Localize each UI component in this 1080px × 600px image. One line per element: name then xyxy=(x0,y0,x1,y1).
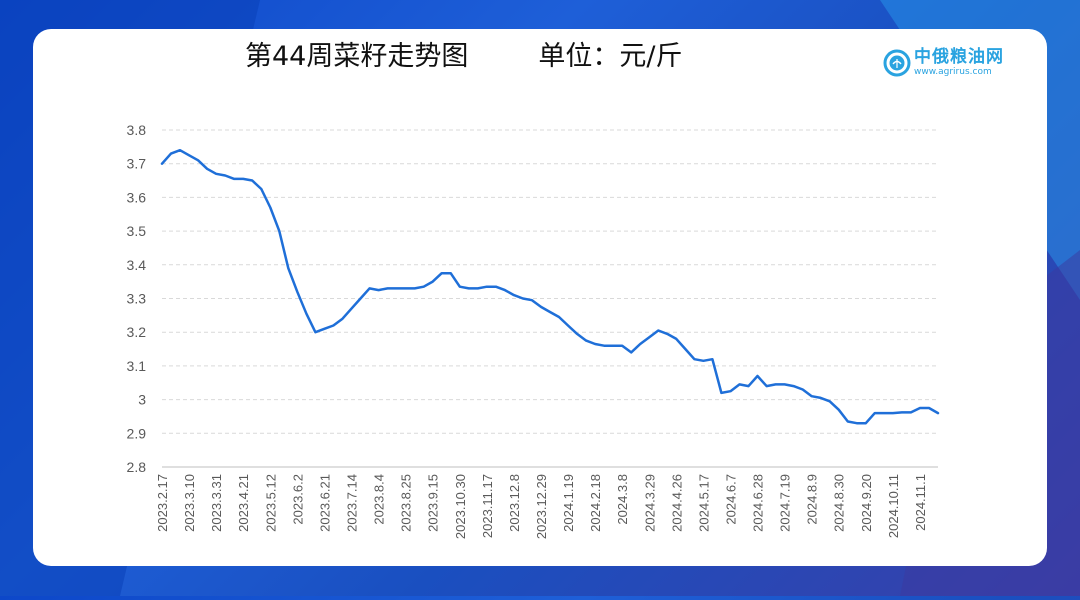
y-tick-label: 3.2 xyxy=(127,324,147,340)
x-tick-label: 2024.7.19 xyxy=(778,474,793,532)
grid-lines xyxy=(162,129,938,434)
x-tick-label: 2023.2.17 xyxy=(155,474,170,532)
x-tick-label: 2023.10.30 xyxy=(453,474,468,539)
x-tick-label: 2023.11.17 xyxy=(480,474,495,538)
x-tick-label: 2023.5.12 xyxy=(263,474,278,532)
logo-name: 中俄粮油网 xyxy=(914,47,1004,67)
y-tick-label: 3.8 xyxy=(127,122,147,138)
x-tick-label: 2023.6.21 xyxy=(317,474,332,532)
chart-unit-text: 单位：元/斤 xyxy=(538,40,683,72)
logo-text: 中俄粮油网 www.agrirus.com xyxy=(914,49,1004,77)
x-tick-label: 2024.8.9 xyxy=(805,474,820,525)
x-tick-label: 2023.3.10 xyxy=(182,474,197,532)
x-tick-label: 2023.4.21 xyxy=(236,474,251,532)
x-tick-label: 2023.12.8 xyxy=(507,474,522,532)
price-series-line xyxy=(160,148,940,425)
logo-url: www.agrirus.com xyxy=(914,67,992,77)
y-axis: 2.8 2.9 3 3.1 3.2 3.3 3.4 3.5 3.6 3.7 3.8 xyxy=(127,122,147,475)
site-logo: 中俄粮油网 www.agrirus.com xyxy=(883,46,1004,80)
y-tick-label: 2.8 xyxy=(127,459,147,475)
x-tick-label: 2024.11.1 xyxy=(913,474,928,531)
x-tick-label: 2023.7.14 xyxy=(344,474,359,532)
x-axis: 2023.2.17 2023.3.10 2023.3.31 2023.4.21 2023… xyxy=(155,466,938,539)
y-tick-label: 3.1 xyxy=(127,358,147,374)
x-tick-label: 2024.4.26 xyxy=(669,474,684,532)
x-tick-label: 2023.6.2 xyxy=(290,474,305,525)
y-tick-label: 3.3 xyxy=(127,291,147,307)
y-tick-label: 3.4 xyxy=(127,257,147,273)
x-tick-label: 2024.2.18 xyxy=(588,474,603,532)
x-tick-label: 2024.1.19 xyxy=(561,474,576,532)
x-tick-label: 2024.3.29 xyxy=(642,474,657,532)
y-tick-label: 3.7 xyxy=(127,156,147,172)
x-tick-label: 2023.3.31 xyxy=(209,474,224,532)
x-tick-label: 2024.6.7 xyxy=(723,474,738,525)
x-tick-label: 2024.9.20 xyxy=(859,474,874,532)
x-tick-label: 2024.10.11 xyxy=(886,474,901,538)
y-tick-label: 3.5 xyxy=(127,223,147,239)
x-tick-label: 2023.9.15 xyxy=(426,474,441,532)
chart-panel xyxy=(33,29,1047,566)
y-tick-label: 3.6 xyxy=(127,189,147,205)
chart-title-text: 第44周菜籽走势图 xyxy=(245,40,469,72)
x-tick-label: 2023.12.29 xyxy=(534,474,549,539)
x-tick-label: 2024.6.28 xyxy=(751,474,766,532)
x-tick-label: 2023.8.25 xyxy=(399,474,414,532)
y-tick-label: 2.9 xyxy=(127,425,147,441)
wheat-circle-logo-icon xyxy=(883,49,911,77)
x-tick-label: 2024.5.17 xyxy=(696,474,711,532)
x-tick-label: 2024.8.30 xyxy=(832,474,847,532)
y-tick-label: 3 xyxy=(138,392,146,408)
series-layer xyxy=(160,148,940,425)
x-tick-label: 2024.3.8 xyxy=(615,474,630,525)
chart-title: 第44周菜籽走势图 单位：元/斤 xyxy=(245,36,683,72)
x-tick-label: 2023.8.4 xyxy=(372,474,387,525)
